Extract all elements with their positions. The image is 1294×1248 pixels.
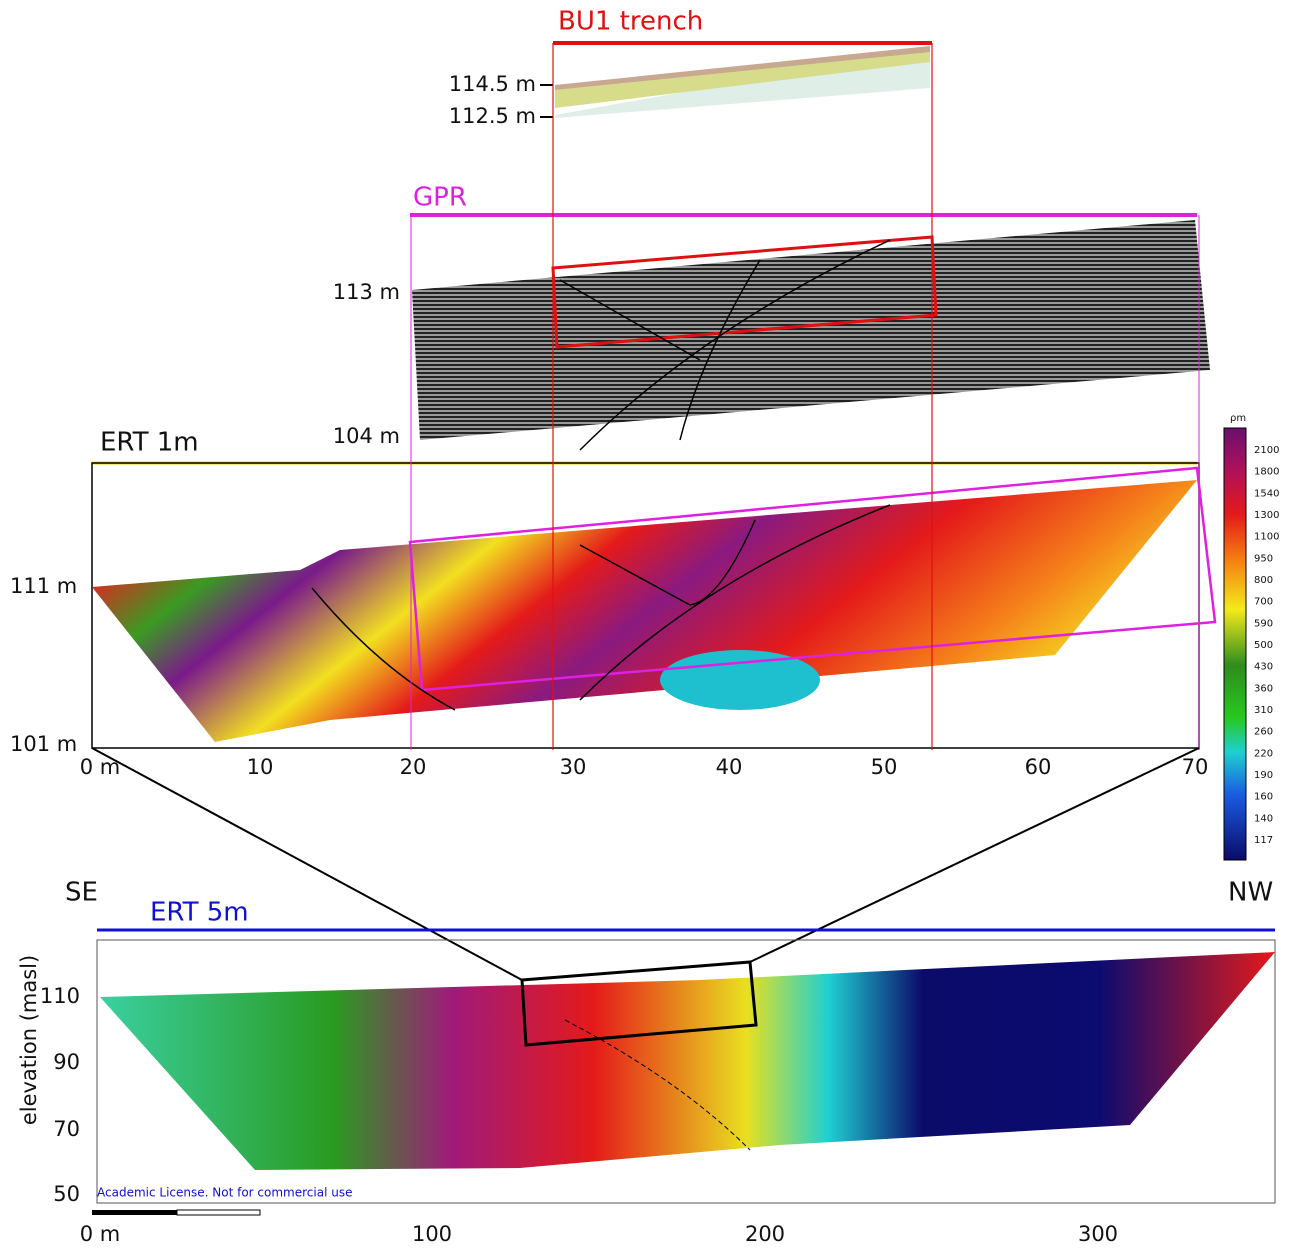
colorbar-label: 430: [1254, 662, 1273, 673]
colorbar-label: 1100: [1254, 532, 1279, 543]
ert1-x-labels: 0 m 10 20 30 40 50 60 70: [80, 755, 1209, 779]
colorbar-label: 700: [1254, 597, 1273, 608]
figure: BU1 trench 114.5 m 112.5 m GPR 113 m 104…: [0, 0, 1294, 1248]
colorbar-scale: [1224, 428, 1246, 860]
ert5-section: [100, 952, 1275, 1170]
colorbar-label: 220: [1254, 748, 1273, 759]
gpr-elev: 113 m: [333, 280, 400, 304]
colorbar: ρm 2100 1800 1540 1300 1100 950 800 700 590 500 43…: [1224, 413, 1279, 860]
colorbar-label: 590: [1254, 618, 1273, 629]
colorbar-label: 1540: [1254, 488, 1279, 499]
y-label: 110: [40, 984, 80, 1008]
trench-elev: 114.5 m: [449, 72, 536, 96]
nw-label: NW: [1228, 878, 1273, 908]
x-label: 70: [1182, 755, 1209, 779]
colorbar-label: 2100: [1254, 445, 1279, 456]
colorbar-label: 117: [1254, 835, 1273, 846]
y-label: 50: [53, 1182, 80, 1206]
colorbar-label: 800: [1254, 575, 1273, 586]
license: Academic License. Not for commercial use: [97, 1186, 352, 1200]
x-label: 100: [412, 1222, 452, 1246]
trench-title: BU1 trench: [558, 7, 703, 37]
colorbar-label: 500: [1254, 640, 1273, 651]
colorbar-label: 140: [1254, 813, 1273, 824]
ert5-title: ERT 5m: [150, 898, 249, 928]
colorbar-label: 360: [1254, 683, 1273, 694]
trench-elev: 112.5 m: [449, 104, 536, 128]
se-label: SE: [65, 878, 98, 908]
y-axis-label: elevation (masl): [17, 955, 41, 1125]
gpr-elev: 104 m: [333, 424, 400, 448]
colorbar-unit: ρm: [1230, 413, 1246, 424]
ert1-elev: 111 m: [10, 574, 77, 598]
x-label: 60: [1025, 755, 1052, 779]
gpr-title: GPR: [413, 183, 467, 213]
ert1-elev: 101 m: [10, 732, 77, 756]
colorbar-label: 1300: [1254, 510, 1279, 521]
x-label: 30: [560, 755, 587, 779]
x-label: 300: [1078, 1222, 1118, 1246]
x-label: 200: [745, 1222, 785, 1246]
colorbar-label: 310: [1254, 705, 1273, 716]
colorbar-label: 260: [1254, 727, 1273, 738]
gpr-image: [412, 220, 1210, 440]
x-label: 20: [400, 755, 427, 779]
ert1-title: ERT 1m: [100, 428, 199, 458]
y-label: 90: [53, 1050, 80, 1074]
colorbar-label: 1800: [1254, 467, 1279, 478]
x-label: 40: [716, 755, 743, 779]
colorbar-label: 190: [1254, 770, 1273, 781]
colorbar-label: 160: [1254, 792, 1273, 803]
x-label: 0 m: [80, 755, 121, 779]
colorbar-label: 950: [1254, 553, 1273, 564]
x-label: 50: [871, 755, 898, 779]
x-label: 10: [247, 755, 274, 779]
x-label: 0 m: [80, 1222, 121, 1246]
y-label: 70: [53, 1117, 80, 1141]
